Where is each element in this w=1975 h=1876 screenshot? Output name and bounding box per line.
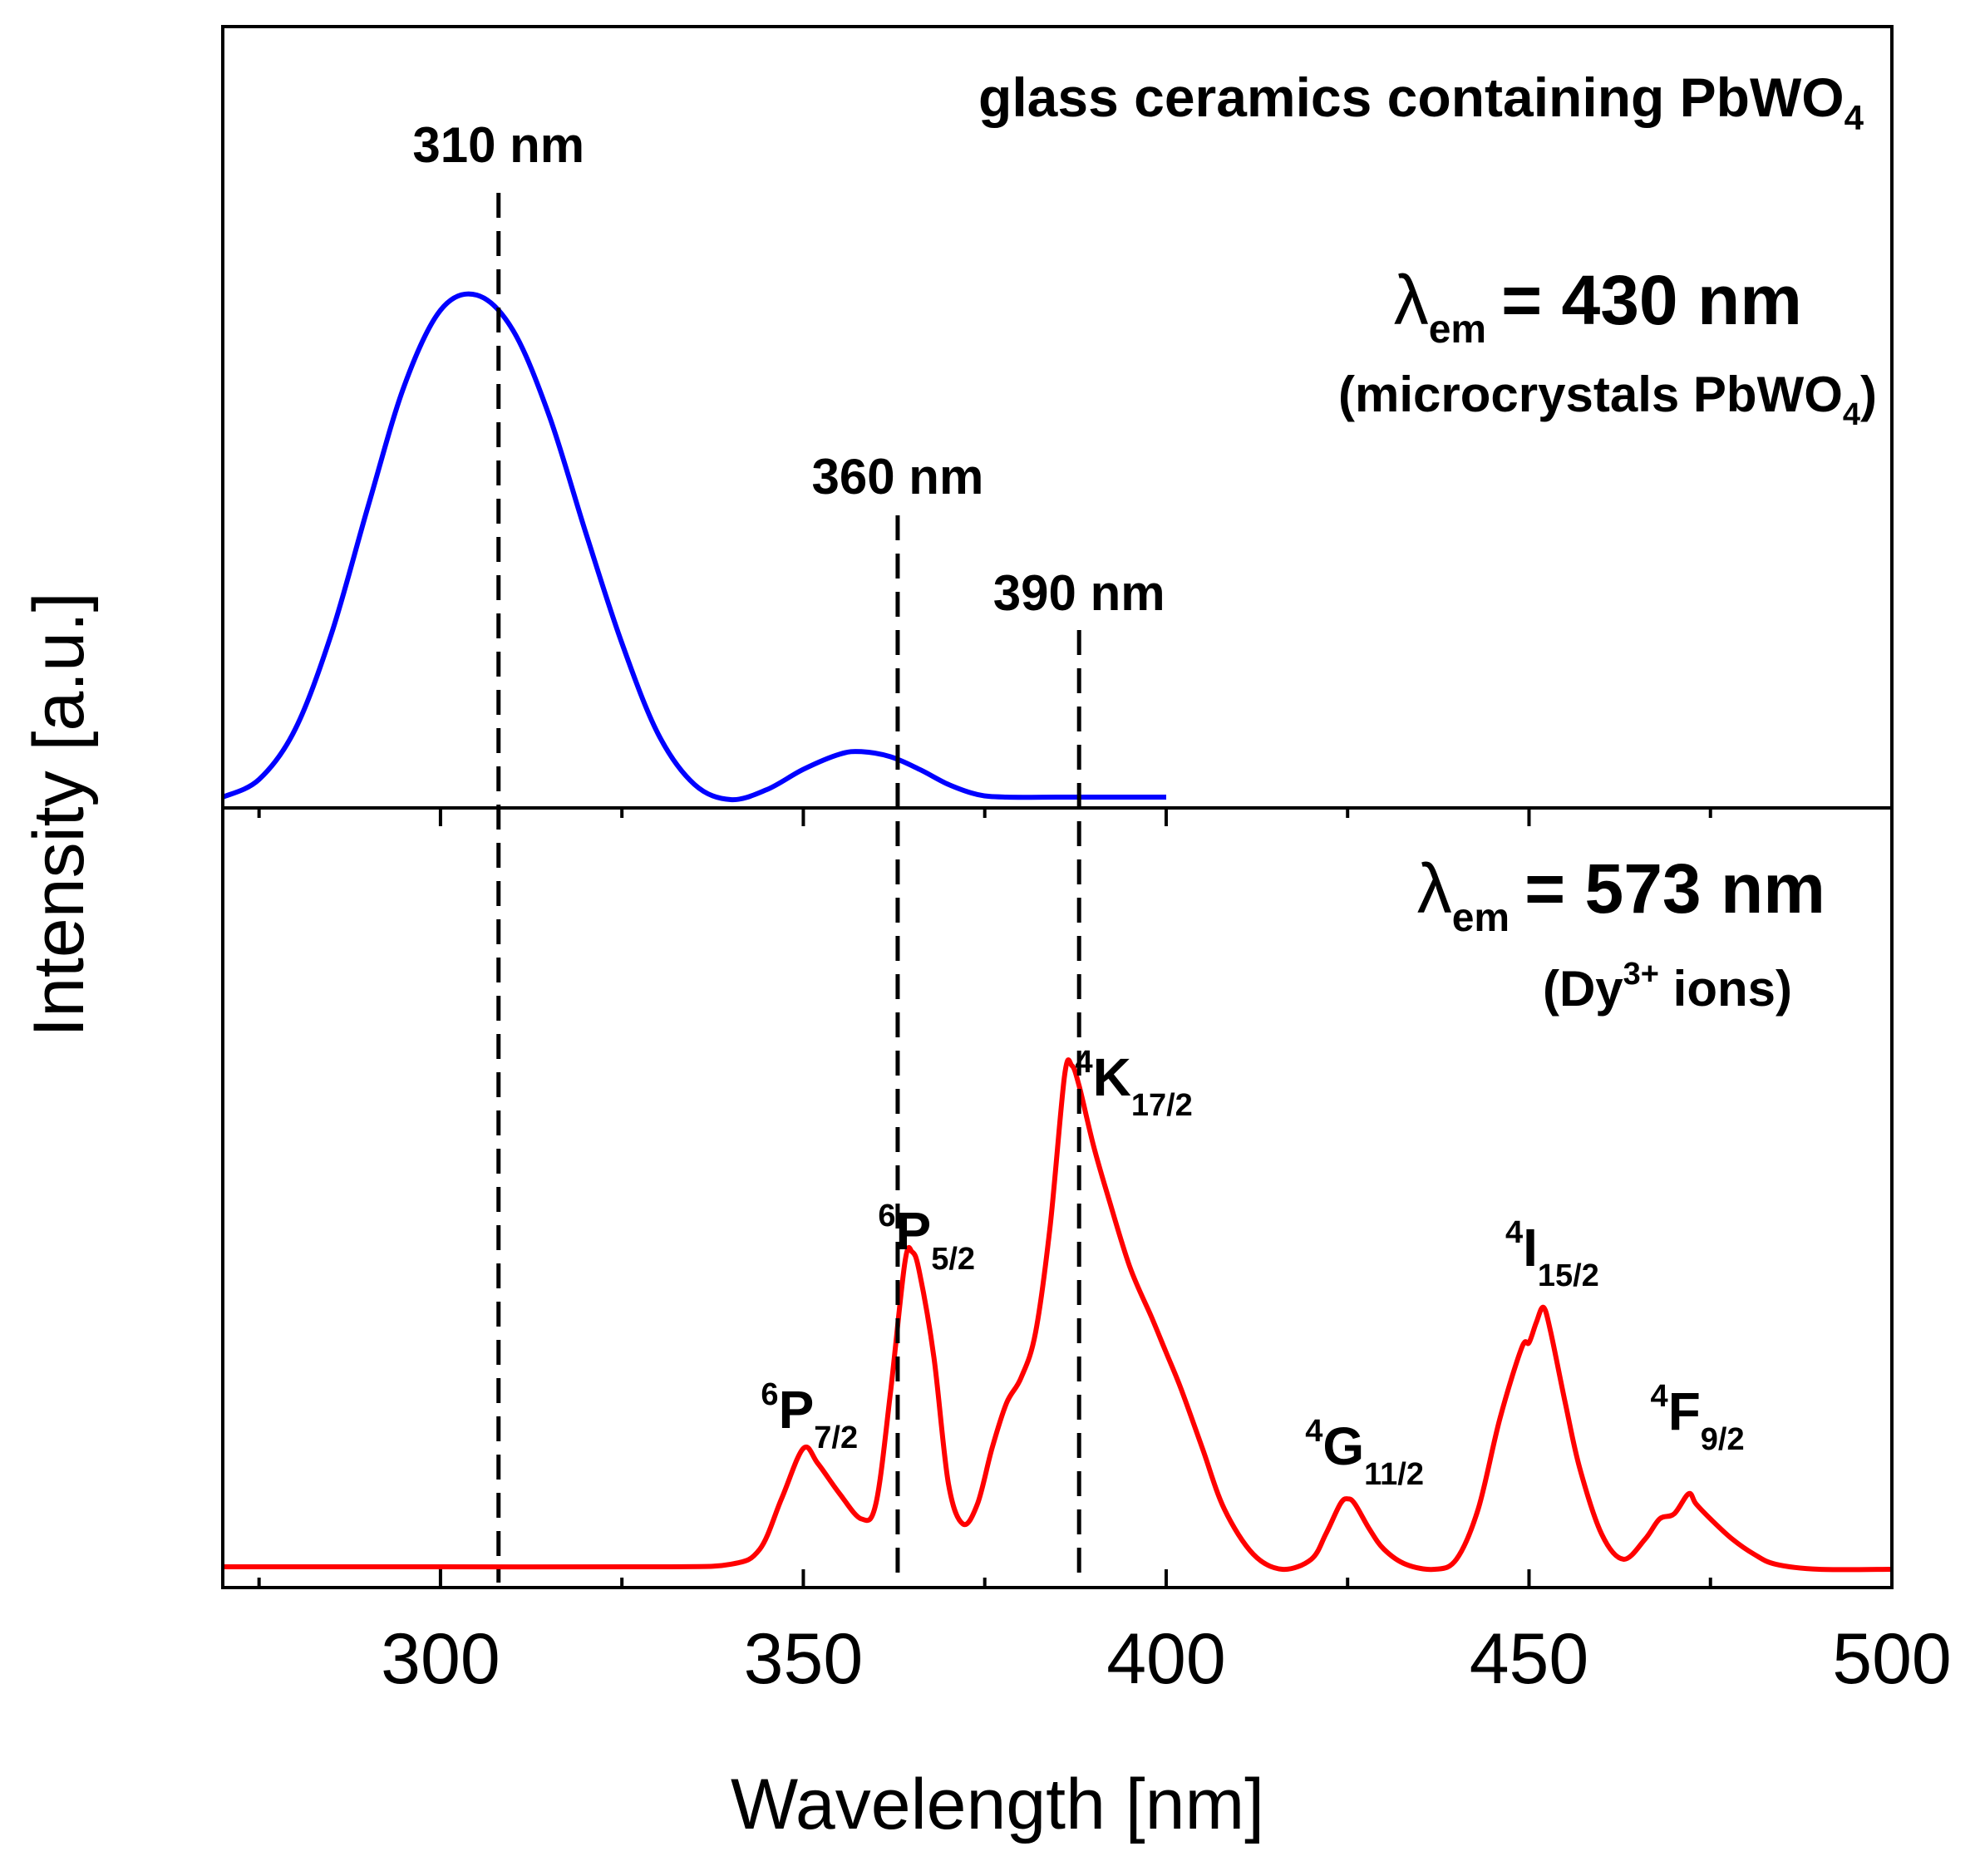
- x-tick-label: 450: [1470, 1619, 1589, 1699]
- reference-line-label-1: 310 nm: [412, 117, 584, 173]
- transition-label-g-11-2: 4G11/2: [1305, 1414, 1424, 1492]
- chart-title-subscript: 4: [1844, 98, 1864, 137]
- top-emission-value: = 430 nm: [1501, 261, 1802, 339]
- y-axis-label: Intensity [a.u.]: [19, 592, 99, 1036]
- bottom-note-superscript: 3+: [1623, 957, 1659, 992]
- top-note-subscript: 4: [1843, 397, 1860, 432]
- bottom-emission-value: = 573 nm: [1524, 849, 1825, 928]
- transition-subscript: 17/2: [1131, 1088, 1193, 1123]
- bottom-panel-origin-note: (Dy3+ ions): [1543, 957, 1792, 1017]
- transition-subscript: 15/2: [1538, 1258, 1599, 1293]
- transition-superscript: 4: [1305, 1414, 1322, 1449]
- top-note-main: (microcrystals PbWO: [1338, 367, 1843, 422]
- transition-label-f-9-2: 4F9/2: [1651, 1379, 1745, 1457]
- x-tick-label: 400: [1106, 1619, 1226, 1699]
- transition-superscript: 4: [1505, 1215, 1523, 1250]
- x-tick-label: 300: [381, 1619, 500, 1699]
- top-lambda-symbol: λ: [1394, 261, 1429, 339]
- chart-title: glass ceramics containing PbWO4: [978, 66, 1864, 137]
- x-axis-ticks: 300 350 400 450 500: [257, 808, 1952, 1699]
- x-axis-label: Wavelength [nm]: [731, 1765, 1264, 1844]
- reference-line-label-2: 360 nm: [812, 449, 984, 505]
- transition-superscript: 4: [1651, 1379, 1668, 1414]
- reference-line-label-3: 390 nm: [993, 565, 1165, 621]
- top-note-close: ): [1860, 367, 1877, 422]
- top-lambda-subscript: em: [1429, 308, 1486, 352]
- bottom-note-close: ions): [1659, 961, 1792, 1017]
- transition-label-p-7-2: 6P7/2: [761, 1377, 858, 1455]
- top-series-line: [221, 291, 1166, 803]
- transition-term: G: [1322, 1416, 1364, 1476]
- transition-term: F: [1668, 1381, 1701, 1441]
- transition-subscript: 11/2: [1364, 1457, 1424, 1492]
- transition-superscript: 4: [1075, 1045, 1092, 1080]
- transition-superscript: 6: [878, 1199, 895, 1233]
- top-panel-emission-label: λem = 430 nm: [1394, 261, 1802, 352]
- top-panel-origin-note: (microcrystals PbWO4): [1338, 367, 1877, 432]
- transition-subscript: 5/2: [931, 1242, 975, 1277]
- x-tick-label: 350: [744, 1619, 864, 1699]
- transition-label-i-15-2: 4I15/2: [1505, 1215, 1599, 1293]
- bottom-lambda-symbol: λ: [1417, 849, 1452, 928]
- transition-term: P: [779, 1380, 815, 1440]
- transition-term: P: [896, 1201, 932, 1261]
- transition-term: I: [1523, 1218, 1538, 1278]
- bottom-note-main: (Dy: [1543, 961, 1623, 1017]
- bottom-series-line: [222, 1057, 1893, 1573]
- transition-label-p-5-2: 6P5/2: [878, 1199, 975, 1277]
- bottom-lambda-subscript: em: [1452, 896, 1510, 940]
- transition-subscript: 7/2: [814, 1421, 858, 1455]
- transition-label-k-17-2: 4K17/2: [1075, 1045, 1192, 1123]
- transition-superscript: 6: [761, 1377, 778, 1412]
- transition-subscript: 9/2: [1701, 1422, 1745, 1457]
- x-tick-label: 500: [1832, 1619, 1952, 1699]
- transition-term: K: [1093, 1047, 1131, 1107]
- bottom-panel-emission-label: λem = 573 nm: [1417, 849, 1825, 940]
- chart-title-main: glass ceramics containing PbWO: [978, 66, 1844, 128]
